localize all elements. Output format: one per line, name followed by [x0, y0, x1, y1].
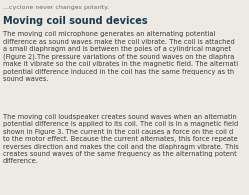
- Text: The moving coil microphone generates an alternating potential
difference as soun: The moving coil microphone generates an …: [3, 31, 238, 82]
- Text: ...cyclone never changes polarity.: ...cyclone never changes polarity.: [3, 5, 109, 10]
- Text: Moving coil sound devices: Moving coil sound devices: [3, 16, 148, 26]
- Text: The moving coil loudspeaker creates sound waves when an alternatin
potential dif: The moving coil loudspeaker creates soun…: [3, 114, 239, 164]
